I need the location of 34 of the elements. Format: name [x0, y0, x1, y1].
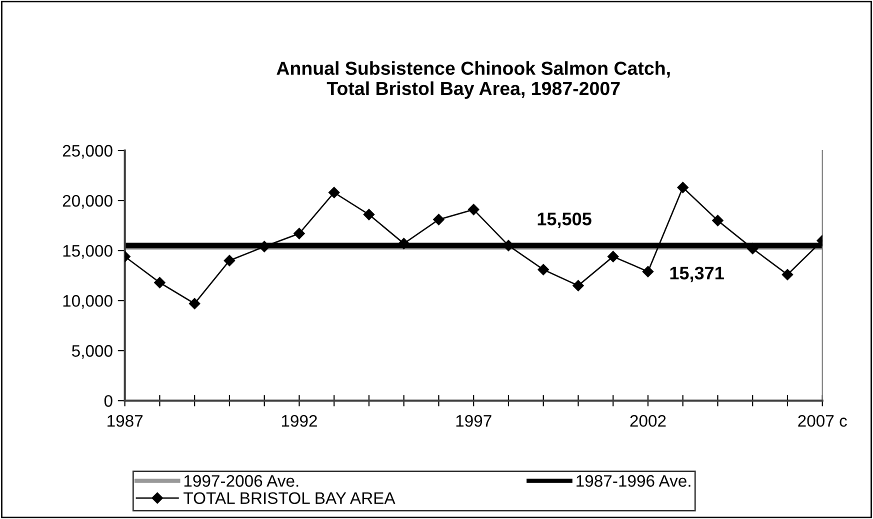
- legend-label: 1997-2006 Ave.: [184, 475, 298, 487]
- x-tick-label: 1997: [456, 414, 492, 427]
- point: [572, 280, 584, 292]
- annotation: 15,505: [538, 212, 592, 228]
- y-tick-label: 10,000: [63, 295, 112, 309]
- annotation: 15,371: [670, 266, 724, 282]
- point: [363, 208, 375, 220]
- point: [747, 242, 758, 254]
- x-tick-label: 1987: [108, 414, 143, 427]
- x-tick-label: 1992: [282, 414, 317, 427]
- x-tick-label: 2007 c: [798, 414, 847, 427]
- point: [468, 204, 480, 216]
- point: [712, 214, 724, 226]
- point: [188, 298, 200, 310]
- x-tick-label: 2002: [630, 414, 666, 427]
- y-tick-label: 15,000: [63, 244, 112, 259]
- point: [398, 238, 410, 250]
- point: [224, 254, 236, 266]
- point: [154, 276, 166, 288]
- legend-label: TOTAL BRISTOL BAY AREA: [184, 492, 396, 504]
- point: [433, 214, 444, 226]
- chart-title: Annual Subsistence Chinook Salmon Catch, Total Bristol Bay Area, 1987-2007: [276, 61, 670, 99]
- y-tick-label: 25,000: [62, 144, 112, 159]
- y-tick-label: 20,000: [62, 194, 112, 209]
- y-tick-label: 0: [104, 395, 112, 407]
- point: [677, 182, 688, 194]
- point: [328, 186, 340, 198]
- y-tick-label: 5,000: [72, 345, 112, 359]
- point: [538, 264, 549, 276]
- point: [294, 228, 305, 240]
- point: [642, 266, 654, 278]
- point: [782, 268, 794, 280]
- legend-label: 1987-1996 Ave.: [576, 475, 690, 487]
- point: [608, 250, 619, 262]
